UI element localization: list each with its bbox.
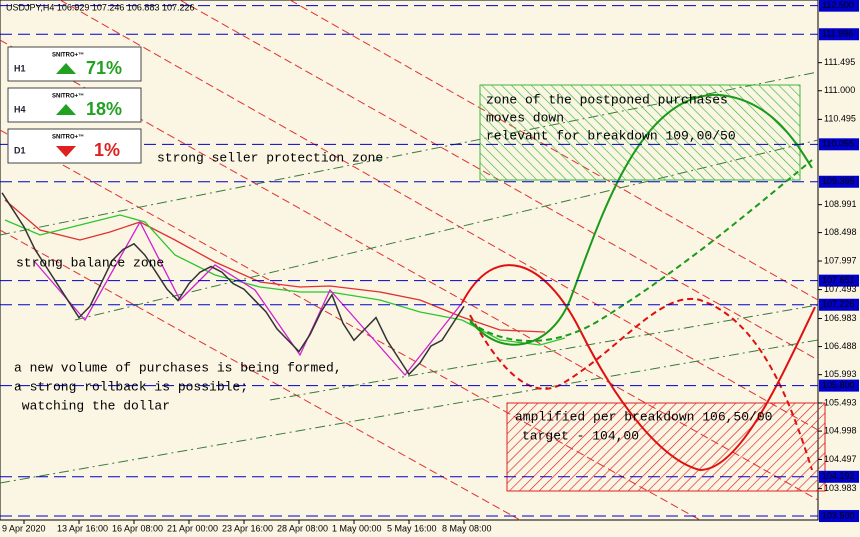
level-label: 112.500 bbox=[822, 0, 854, 10]
level-label-box bbox=[819, 470, 859, 483]
y-tick-label: 108.498 bbox=[824, 227, 857, 237]
series bbox=[1, 192, 465, 376]
level-label: 104.192 bbox=[822, 471, 855, 481]
trend-line bbox=[0, 339, 819, 484]
signal-timeframe: H4 bbox=[14, 104, 26, 114]
trend-line bbox=[74, 139, 819, 321]
annotation: a strong rollback is possible; bbox=[14, 379, 248, 394]
level-label: 109.395 bbox=[822, 176, 855, 186]
level-label-box bbox=[819, 138, 859, 151]
level-label: 105.800 bbox=[822, 380, 855, 390]
annotation: strong balance zone bbox=[16, 255, 164, 270]
annotation: watching the dollar bbox=[14, 398, 170, 413]
x-tick-label: 1 May 00:00 bbox=[332, 523, 382, 533]
forecast-green bbox=[469, 93, 813, 346]
level-label-box bbox=[819, 28, 859, 41]
annotation: relevant for breakdown 109,00/50 bbox=[486, 128, 736, 143]
x-tick-label: 9 Apr 2020 bbox=[2, 523, 46, 533]
level-label: 110.055 bbox=[822, 139, 854, 149]
cloud-lower bbox=[4, 214, 566, 346]
level-label-box bbox=[819, 379, 859, 392]
level-label-box bbox=[819, 298, 859, 311]
y-tick-label: 110.495 bbox=[824, 114, 856, 124]
x-tick-label: 16 Apr 08:00 bbox=[112, 523, 163, 533]
signal-arrow bbox=[56, 104, 76, 115]
x-tick-label: 28 Apr 08:00 bbox=[277, 523, 328, 533]
y-tick-label: 105.493 bbox=[824, 397, 857, 407]
signal-name: SNITRO+™ bbox=[52, 52, 84, 59]
y-tick-label: 107.493 bbox=[824, 284, 857, 294]
forecast-green-dashed bbox=[469, 159, 813, 342]
y-tick-label: 111.000 bbox=[824, 85, 855, 95]
level-label-box bbox=[819, 0, 859, 12]
cloud-upper bbox=[4, 199, 546, 333]
level-label-box bbox=[819, 175, 859, 188]
signal-value: 1% bbox=[94, 140, 120, 160]
trend-line bbox=[269, 304, 819, 401]
y-tick-label: 108.991 bbox=[824, 199, 857, 209]
x-tick-label: 5 May 16:00 bbox=[387, 523, 437, 533]
level-label-box bbox=[819, 510, 859, 523]
signal-panel bbox=[7, 87, 142, 123]
y-tick-label: 111.495 bbox=[824, 57, 855, 67]
level-label: 111.996 bbox=[822, 29, 853, 39]
y-tick-label: 103.983 bbox=[824, 483, 857, 493]
signal-name: SNITRO+™ bbox=[52, 93, 84, 100]
y-tick-label: 104.998 bbox=[824, 425, 857, 435]
price-line bbox=[1, 192, 465, 376]
annotation: amplified per breakdown 106,50/00 bbox=[515, 409, 772, 424]
signal-panel bbox=[7, 46, 142, 82]
chart-title: USDJPY,H4 106.929 107.246 106.883 107.22… bbox=[6, 2, 195, 12]
level-label: 107.651 bbox=[822, 275, 855, 285]
levels: 112.500 111.996 110.055 109.395 107.651 107.2… bbox=[0, 0, 859, 523]
signal-name: SNITRO+™ bbox=[52, 134, 84, 141]
level-label-box bbox=[819, 274, 859, 287]
signal-value: 18% bbox=[86, 99, 122, 119]
signal-arrow bbox=[56, 63, 76, 74]
annotation: moves down bbox=[486, 110, 564, 125]
annotation: zone of the postponed purchases bbox=[486, 92, 728, 107]
annotation: strong seller protection zone bbox=[157, 150, 383, 165]
trend-line bbox=[59, 0, 819, 431]
annotation: target - 104,00 bbox=[522, 428, 639, 443]
y-tick-label: 106.983 bbox=[824, 313, 857, 323]
zigzag bbox=[34, 220, 463, 377]
x-tick-label: 8 May 08:00 bbox=[442, 523, 492, 533]
signal-arrow bbox=[56, 146, 76, 157]
y-tick-label: 104.497 bbox=[824, 454, 857, 464]
x-tick-label: 13 Apr 16:00 bbox=[57, 523, 108, 533]
x-tick-label: 23 Apr 16:00 bbox=[222, 523, 273, 533]
trend-line bbox=[0, 229, 521, 521]
y-tick-label: 106.488 bbox=[824, 341, 857, 351]
annotation: a new volume of purchases is being forme… bbox=[14, 360, 342, 375]
level-label: 103.500 bbox=[822, 510, 855, 520]
signal-value: 71% bbox=[86, 58, 122, 78]
signal-timeframe: D1 bbox=[14, 145, 26, 155]
level-label: 107.226 bbox=[822, 299, 855, 309]
y-tick-label: 105.993 bbox=[824, 369, 857, 379]
signal-timeframe: H1 bbox=[14, 63, 26, 73]
y-tick-label: 107.997 bbox=[824, 255, 857, 265]
forecast-red bbox=[461, 264, 816, 472]
x-tick-label: 21 Apr 00:00 bbox=[167, 523, 218, 533]
forecast-red-dashed bbox=[469, 297, 813, 471]
